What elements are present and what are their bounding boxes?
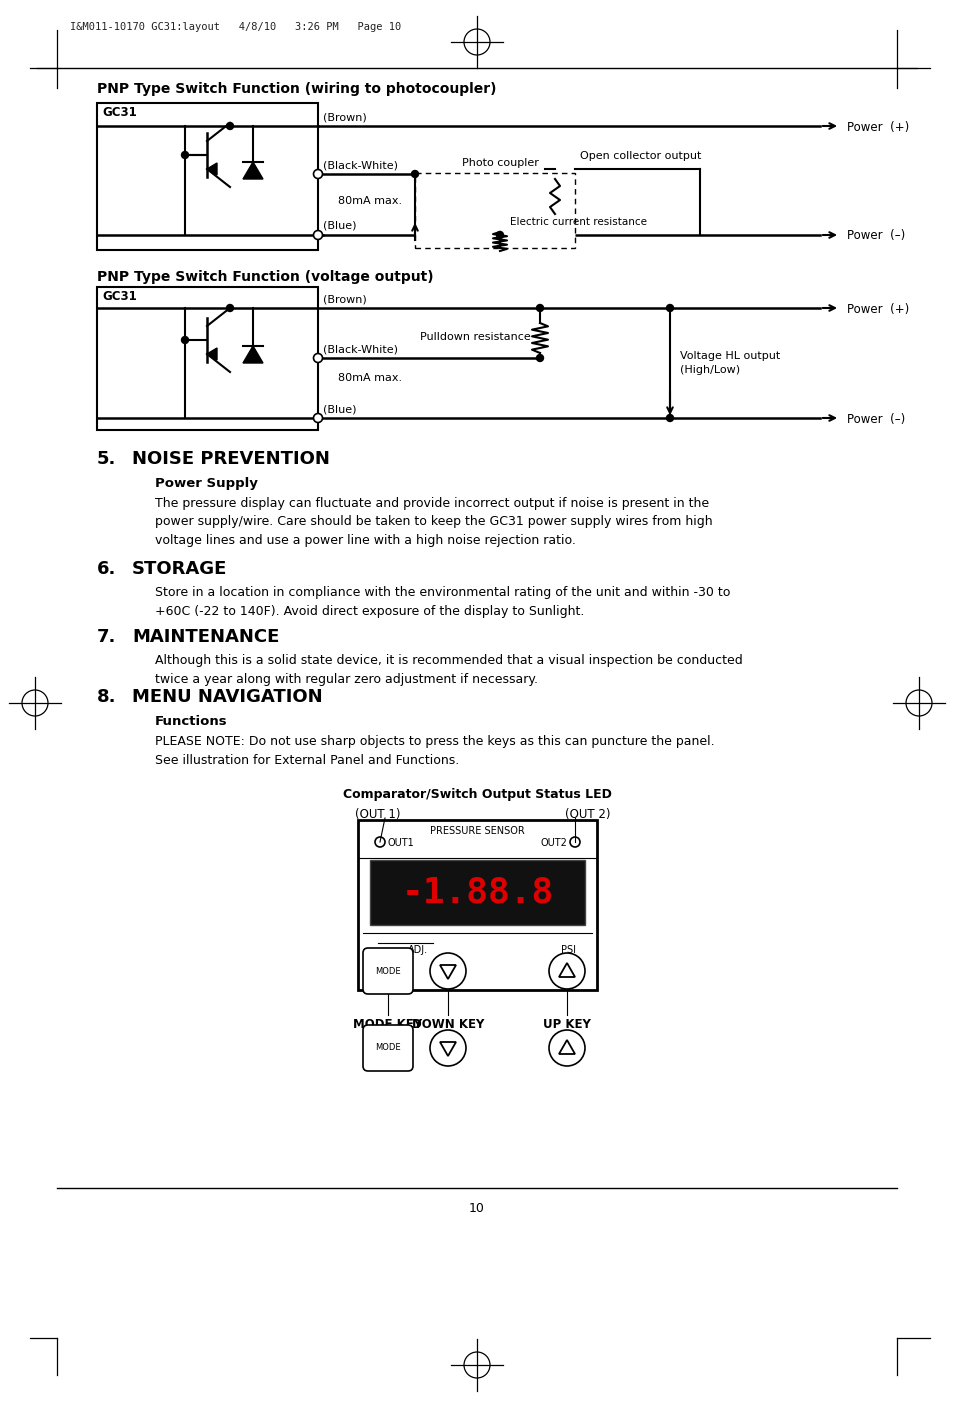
Circle shape [314, 231, 322, 239]
Text: -1.88.8: -1.88.8 [401, 876, 553, 910]
Polygon shape [243, 162, 263, 179]
Polygon shape [243, 346, 263, 363]
Text: PNP Type Switch Function (wiring to photocoupler): PNP Type Switch Function (wiring to phot… [97, 82, 496, 96]
Text: GC31: GC31 [102, 105, 136, 120]
Text: The pressure display can fluctuate and provide incorrect output if noise is pres: The pressure display can fluctuate and p… [154, 496, 712, 547]
Text: Power  (+): Power (+) [846, 121, 908, 134]
Circle shape [411, 170, 418, 177]
Text: MODE: MODE [375, 1043, 400, 1053]
Text: Photo coupler: Photo coupler [461, 157, 537, 167]
Bar [415, 173, 575, 247]
Text: 7.: 7. [97, 628, 116, 645]
FancyBboxPatch shape [363, 1025, 413, 1071]
Text: Comparator/Switch Output Status LED: Comparator/Switch Output Status LED [342, 787, 611, 801]
Text: NOISE PREVENTION: NOISE PREVENTION [132, 450, 330, 468]
Text: 5.: 5. [97, 450, 116, 468]
Text: 6.: 6. [97, 560, 116, 578]
Text: (Blue): (Blue) [323, 221, 356, 231]
Text: (OUT 1): (OUT 1) [355, 808, 400, 821]
Bar [97, 103, 317, 250]
Text: 8.: 8. [97, 688, 116, 706]
Text: Although this is a solid state device, it is recommended that a visual inspectio: Although this is a solid state device, i… [154, 654, 742, 686]
Text: PRESSURE SENSOR: PRESSURE SENSOR [430, 825, 524, 837]
Text: (OUT 2): (OUT 2) [564, 808, 610, 821]
Text: MODE: MODE [375, 966, 400, 976]
Text: STORAGE: STORAGE [132, 560, 227, 578]
Text: (Brown): (Brown) [323, 112, 366, 122]
Text: Power  (+): Power (+) [846, 302, 908, 315]
Text: Power  (–): Power (–) [846, 229, 904, 242]
Text: Store in a location in compliance with the environmental rating of the unit and : Store in a location in compliance with t… [154, 586, 730, 617]
Text: Power  (–): Power (–) [846, 412, 904, 426]
Circle shape [181, 152, 189, 159]
Bar [97, 287, 317, 430]
Text: MODE KEY: MODE KEY [353, 1018, 422, 1031]
Text: Functions: Functions [154, 716, 228, 728]
Circle shape [226, 122, 233, 129]
Bar [370, 860, 584, 925]
Text: 10: 10 [469, 1202, 484, 1215]
Circle shape [314, 413, 322, 422]
Circle shape [226, 305, 233, 312]
Text: DOWN KEY: DOWN KEY [412, 1018, 484, 1031]
Circle shape [536, 354, 543, 361]
Text: (Black-White): (Black-White) [323, 344, 397, 354]
Text: Open collector output: Open collector output [579, 150, 700, 162]
Text: PNP Type Switch Function (voltage output): PNP Type Switch Function (voltage output… [97, 270, 434, 284]
Text: Power Supply: Power Supply [154, 477, 257, 491]
Text: OUT2: OUT2 [539, 838, 566, 848]
Text: ADJ.: ADJ. [408, 945, 428, 955]
Text: 80mA max.: 80mA max. [337, 195, 402, 207]
Text: Voltage HL output
(High/Low): Voltage HL output (High/Low) [679, 352, 780, 375]
Circle shape [314, 353, 322, 363]
Text: PSI: PSI [561, 945, 576, 955]
Bar [357, 820, 597, 990]
Circle shape [666, 415, 673, 422]
Polygon shape [207, 163, 216, 174]
Text: (Blue): (Blue) [323, 404, 356, 413]
Circle shape [181, 336, 189, 343]
Circle shape [496, 232, 503, 239]
Circle shape [666, 305, 673, 312]
FancyBboxPatch shape [363, 948, 413, 994]
Text: 80mA max.: 80mA max. [337, 373, 402, 382]
Circle shape [536, 305, 543, 312]
Polygon shape [207, 349, 216, 360]
Text: MAINTENANCE: MAINTENANCE [132, 628, 279, 645]
Text: GC31: GC31 [102, 290, 136, 304]
Circle shape [314, 170, 322, 179]
Text: OUT1: OUT1 [388, 838, 415, 848]
Text: Electric current resistance: Electric current resistance [510, 217, 646, 226]
Text: I&M011-10170 GC31:layout   4/8/10   3:26 PM   Page 10: I&M011-10170 GC31:layout 4/8/10 3:26 PM … [70, 22, 401, 32]
Text: MENU NAVIGATION: MENU NAVIGATION [132, 688, 322, 706]
Text: (Black-White): (Black-White) [323, 160, 397, 170]
Text: (Brown): (Brown) [323, 294, 366, 304]
Text: Pulldown resistance: Pulldown resistance [419, 332, 530, 342]
Text: UP KEY: UP KEY [542, 1018, 590, 1031]
Text: PLEASE NOTE: Do not use sharp objects to press the keys as this can puncture the: PLEASE NOTE: Do not use sharp objects to… [154, 735, 714, 766]
